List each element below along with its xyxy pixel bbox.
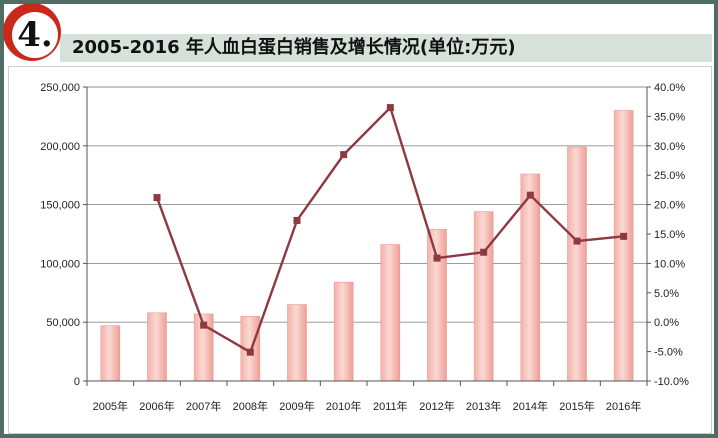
x-axis-tick-label: 2010年 bbox=[326, 399, 361, 413]
x-axis-tick-label: 2009年 bbox=[279, 399, 314, 413]
right-axis-tick-label: -10.0% bbox=[654, 376, 689, 388]
right-axis-tick-label: 40.0% bbox=[654, 82, 685, 94]
right-axis-tick-label: 20.0% bbox=[654, 200, 685, 212]
growth-point bbox=[200, 321, 208, 329]
growth-point bbox=[246, 348, 254, 356]
sales-bar bbox=[287, 304, 307, 382]
growth-point bbox=[573, 237, 581, 245]
sales-bar bbox=[100, 325, 121, 382]
growth-point bbox=[620, 232, 628, 240]
right-axis-tick-label: 25.0% bbox=[654, 170, 685, 182]
growth-point bbox=[386, 104, 394, 112]
growth-point bbox=[480, 248, 488, 256]
x-axis-tick-label: 2005年 bbox=[93, 399, 128, 413]
chart-panel: 0 50,000 100,000 150,000 200,000 250,000 -10.0… bbox=[8, 66, 712, 434]
x-axis-tick-label: 2006年 bbox=[139, 399, 174, 413]
left-axis-tick-label: 0 bbox=[74, 376, 80, 388]
left-axis-tick-label: 200,000 bbox=[40, 141, 80, 153]
x-axis-tick-label: 2013年 bbox=[466, 399, 501, 413]
right-axis-tick-label: 5.0% bbox=[654, 288, 679, 300]
sales-bar bbox=[567, 146, 587, 382]
chart-title: 2005-2016 年人血白蛋白销售及增长情况(单位:万元) bbox=[72, 37, 516, 58]
x-axis-tick-label: 2012年 bbox=[419, 399, 454, 413]
growth-point bbox=[153, 194, 161, 202]
growth-point bbox=[340, 151, 348, 159]
right-axis-tick-label: -5.0% bbox=[654, 347, 683, 359]
right-axis-tick-label: 30.0% bbox=[654, 141, 685, 153]
growth-point bbox=[433, 254, 441, 262]
section-number-badge: 4. bbox=[3, 3, 61, 61]
left-axis-tick-label: 150,000 bbox=[40, 200, 80, 212]
x-axis-tick-label: 2015年 bbox=[559, 399, 594, 413]
title-bar bbox=[60, 34, 712, 62]
growth-point bbox=[293, 216, 301, 224]
sales-bar bbox=[427, 228, 447, 382]
sales-bar bbox=[613, 110, 634, 382]
badge-inner-circle bbox=[12, 12, 58, 58]
x-axis-tick-label: 2016年 bbox=[606, 399, 641, 413]
right-axis-tick-label: 15.0% bbox=[654, 229, 685, 241]
growth-point bbox=[526, 191, 534, 199]
right-axis-tick-label: 10.0% bbox=[654, 258, 685, 270]
x-axis-tick-label: 2011年 bbox=[373, 399, 408, 413]
x-axis-tick-label: 2014年 bbox=[513, 399, 548, 413]
sales-bar bbox=[147, 312, 167, 382]
sales-bar bbox=[380, 244, 401, 382]
left-axis-tick-label: 250,000 bbox=[40, 82, 80, 94]
sales-bar bbox=[473, 211, 494, 382]
right-axis-tick-label: 35.0% bbox=[654, 111, 685, 123]
sales-bar bbox=[333, 281, 354, 382]
sales-growth-chart: 0 50,000 100,000 150,000 200,000 250,000 -10.0… bbox=[40, 82, 689, 413]
left-axis-tick-label: 50,000 bbox=[46, 317, 80, 329]
x-axis-tick-label: 2007年 bbox=[186, 399, 221, 413]
left-axis-tick-label: 100,000 bbox=[40, 258, 80, 270]
right-axis-tick-label: 0.0% bbox=[654, 317, 679, 329]
x-axis-tick-label: 2008年 bbox=[233, 399, 268, 413]
section-number: 4. bbox=[17, 15, 53, 55]
